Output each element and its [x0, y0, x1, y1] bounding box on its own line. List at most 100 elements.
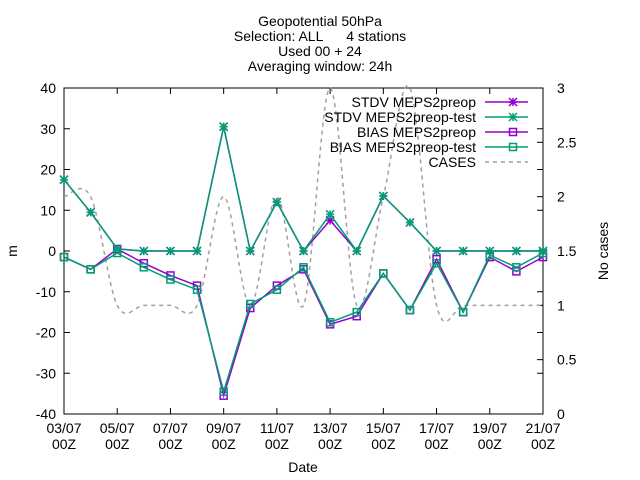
legend-marker	[508, 97, 518, 107]
y-tick-label: -40	[36, 406, 56, 422]
x-tick-label-date: 09/07	[206, 420, 241, 436]
data-point	[86, 265, 95, 274]
series-cases	[63, 84, 543, 323]
data-point	[352, 246, 362, 256]
data-point	[325, 318, 335, 327]
data-point	[378, 191, 388, 201]
legend-entry: BIAS MEPS2preop	[357, 124, 528, 140]
data-point	[59, 175, 69, 185]
legend-label: STDV MEPS2preop	[352, 94, 477, 110]
x-tick-label-date: 05/07	[100, 420, 135, 436]
axes: -40-30-20-1001020304000.511.522.5303/070…	[36, 80, 577, 452]
y2-tick-label: 1.5	[557, 243, 577, 259]
y2-tick-label: 2.5	[557, 134, 577, 150]
data-point	[325, 215, 335, 225]
y-tick-label: 20	[40, 162, 56, 178]
data-point	[432, 258, 441, 268]
legend-entry: STDV MEPS2preop-test	[324, 109, 528, 125]
legend-marker	[508, 112, 518, 122]
data-point	[139, 263, 149, 272]
data-point	[166, 275, 175, 284]
y2-tick-label: 0.5	[557, 352, 577, 368]
x-tick-label-date: 13/07	[313, 420, 348, 436]
data-point	[59, 252, 69, 262]
legend-marker	[508, 142, 518, 152]
data-point	[405, 217, 415, 228]
data-point	[405, 305, 415, 315]
data-point	[458, 307, 468, 317]
data-point	[352, 307, 361, 317]
data-point	[272, 197, 282, 207]
series-line	[63, 252, 544, 395]
x-tick-label-hour: 00Z	[52, 436, 77, 452]
data-point	[379, 269, 388, 278]
title-line-2: Selection: ALL 4 stations	[234, 28, 406, 44]
title-line-1: Geopotential 50hPa	[258, 13, 382, 29]
x-tick-label-date: 11/07	[260, 420, 294, 436]
x-tick-label-hour: 00Z	[318, 436, 343, 452]
y2-tick-label: 0	[557, 406, 565, 422]
y-tick-label: -20	[36, 325, 56, 341]
data-point	[112, 248, 122, 258]
data-point	[299, 263, 308, 272]
x-tick-label-hour: 00Z	[158, 436, 183, 452]
y-tick-label: 40	[40, 80, 56, 96]
x-tick-label-hour: 00Z	[478, 436, 503, 452]
data-point	[219, 387, 228, 396]
data-point	[246, 299, 255, 309]
legend-entry: STDV MEPS2preop	[352, 94, 528, 110]
y2-tick-label: 2	[557, 189, 565, 205]
legend-label: CASES	[429, 154, 476, 170]
data-point	[219, 122, 229, 132]
x-axis-label: Date	[288, 459, 318, 475]
data-point	[139, 246, 149, 256]
x-tick-label-date: 21/07	[525, 420, 560, 436]
data-point	[538, 248, 548, 258]
series-bias-meps2preop-test	[59, 248, 548, 396]
x-tick-label-hour: 00Z	[212, 436, 237, 452]
data-point	[511, 246, 521, 256]
y2-tick-label: 1	[557, 297, 565, 313]
data-point	[192, 285, 202, 294]
y-tick-label: 0	[48, 243, 56, 259]
legend-label: BIAS MEPS2preop	[357, 124, 476, 140]
x-tick-label-hour: 00Z	[371, 436, 396, 452]
title-line-3: Used 00 + 24	[278, 43, 362, 59]
y-axis-label: m	[4, 245, 20, 257]
data-point	[86, 207, 96, 217]
chart-title: Geopotential 50hPa Selection: ALL 4 stat…	[234, 13, 406, 74]
y-tick-label: -30	[36, 365, 56, 381]
x-tick-label-date: 15/07	[366, 420, 401, 436]
data-point	[512, 263, 521, 272]
legend-entry: BIAS MEPS2preop-test	[330, 139, 528, 155]
data-point	[485, 250, 495, 260]
data-point	[272, 285, 282, 294]
x-tick-label-date: 17/07	[419, 420, 454, 436]
y-tick-label: -10	[36, 284, 56, 300]
data-point	[458, 246, 468, 256]
data-point	[245, 246, 255, 256]
y-tick-label: 10	[40, 202, 56, 218]
x-tick-label-hour: 00Z	[531, 436, 556, 452]
y2-axis-label: No cases	[595, 222, 611, 280]
x-tick-label-date: 07/07	[153, 420, 188, 436]
x-tick-label-date: 19/07	[472, 420, 507, 436]
y-tick-label: 30	[40, 121, 56, 137]
data-point	[325, 209, 335, 219]
x-tick-label-date: 03/07	[46, 420, 81, 436]
legend-label: STDV MEPS2preop-test	[324, 109, 476, 125]
data-point	[432, 246, 442, 256]
series-stdv-meps2preop-test	[59, 122, 548, 256]
series-line	[63, 84, 543, 323]
plot-area	[59, 84, 548, 400]
data-point	[538, 246, 548, 256]
data-point	[298, 246, 309, 256]
title-line-4: Averaging window: 24h	[248, 58, 393, 74]
data-point	[165, 246, 175, 256]
x-tick-label-hour: 00Z	[265, 436, 290, 452]
data-point	[192, 246, 202, 256]
legend-entry: CASES	[429, 154, 528, 170]
x-tick-label-hour: 00Z	[424, 436, 449, 452]
